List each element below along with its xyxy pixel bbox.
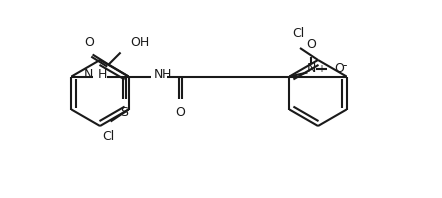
Text: N: N	[84, 68, 93, 81]
Text: S: S	[120, 106, 129, 118]
Text: OH: OH	[130, 35, 150, 49]
Text: O: O	[306, 37, 316, 50]
Text: -: -	[343, 59, 347, 72]
Text: N: N	[153, 68, 163, 81]
Text: N: N	[307, 62, 316, 75]
Text: Cl: Cl	[103, 129, 115, 143]
Text: O: O	[335, 62, 344, 75]
Text: +: +	[317, 64, 325, 73]
Text: H: H	[161, 68, 171, 81]
Text: O: O	[84, 35, 95, 49]
Text: Cl: Cl	[292, 27, 304, 40]
Text: H: H	[97, 68, 107, 81]
Text: O: O	[175, 106, 185, 118]
